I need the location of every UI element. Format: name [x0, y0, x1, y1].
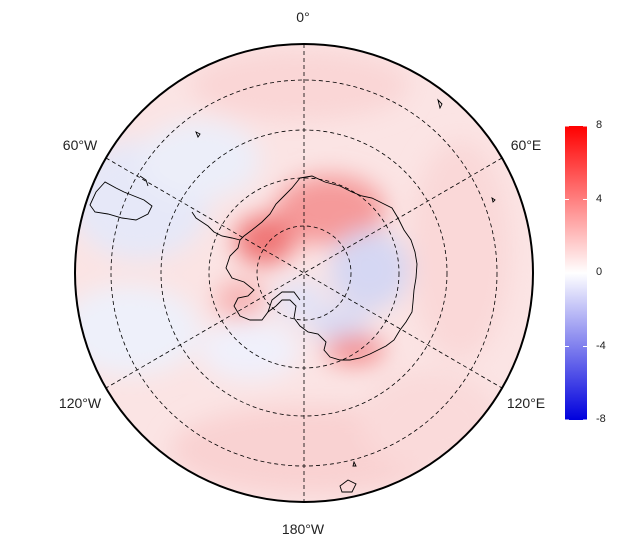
colorbar-tick-label: 4 — [596, 192, 603, 205]
colorbar-tick-label: 0 — [596, 266, 603, 278]
longitude-label-60w: 60°W — [62, 137, 98, 153]
map-outline — [74, 43, 534, 503]
anomaly-field — [75, 44, 533, 502]
colorbar-ticks — [565, 125, 587, 421]
longitude-label-0: 0° — [296, 9, 310, 25]
tierra-del-fuego — [139, 175, 149, 187]
colorbar-tick-label: 8 — [596, 119, 603, 131]
coastlines — [89, 98, 496, 493]
new-zealand-coastline — [339, 479, 357, 493]
longitude-label-120e: 120°E — [506, 395, 546, 411]
antarctica-coastline — [225, 175, 418, 361]
colorbar-tick-label: -4 — [596, 339, 606, 352]
colorbar-gradient — [565, 126, 587, 420]
longitude-label-120w: 120°W — [58, 395, 102, 411]
meridian-60w-120e — [105, 157, 503, 389]
south-america-coastline — [89, 181, 153, 221]
graticule — [105, 44, 503, 502]
colorbar-tick-label: -8 — [596, 413, 606, 425]
meridian-60e-120w — [105, 157, 503, 389]
island-kerguelen — [437, 98, 443, 110]
colorbar — [565, 125, 587, 421]
antarctic-peninsula — [191, 211, 241, 241]
island-heard — [491, 196, 496, 203]
ross-ice-shelf — [267, 291, 301, 313]
island-south-georgia — [195, 131, 201, 138]
longitude-label-180: 180°W — [281, 521, 325, 537]
island-macquarie — [352, 460, 357, 467]
longitude-label-60e: 60°E — [510, 137, 542, 153]
